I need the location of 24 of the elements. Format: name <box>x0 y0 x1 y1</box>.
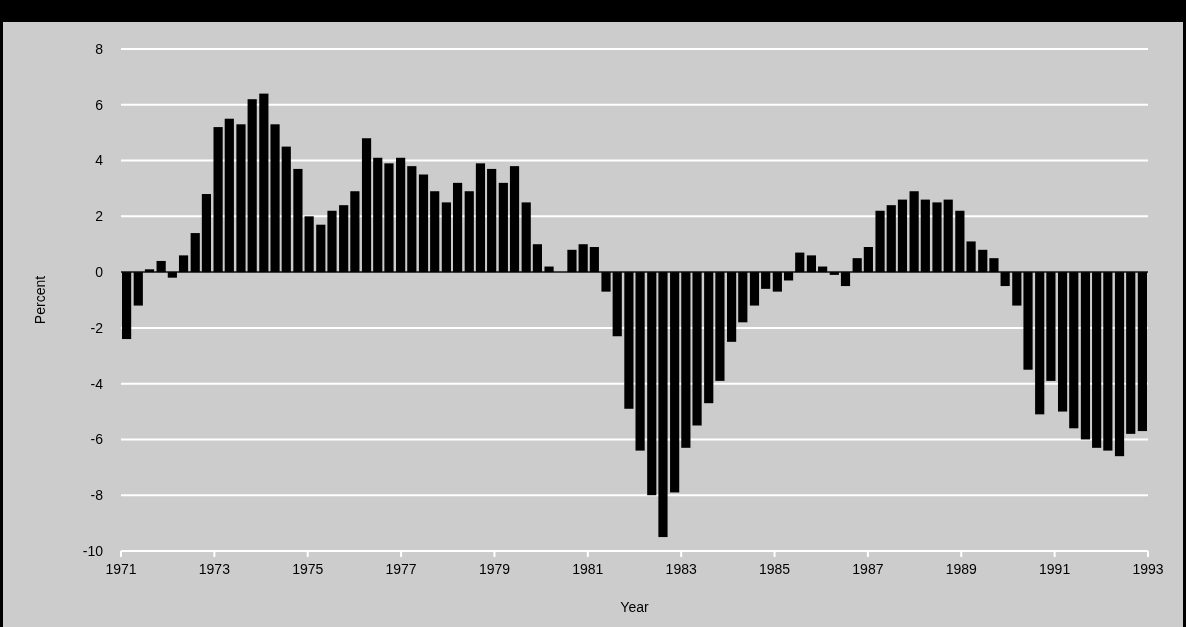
y-tick-label: 2 <box>95 208 104 225</box>
x-tick-label: 1983 <box>665 561 697 577</box>
y-tick-label: -6 <box>90 431 104 448</box>
y-tick-label: 8 <box>95 40 104 57</box>
x-axis-title: Year <box>620 599 649 615</box>
y-tick-label: -8 <box>90 487 104 504</box>
y-tick-label: 6 <box>95 96 104 113</box>
x-tick-label: 1993 <box>1132 561 1164 577</box>
x-tick-label: 1989 <box>945 561 978 577</box>
x-tick-label: 1991 <box>1039 561 1071 577</box>
y-tick-label: -2 <box>90 319 104 336</box>
y-tick-label: 0 <box>95 264 104 281</box>
y-tick-label: -10 <box>82 542 104 559</box>
x-tick-label: 1981 <box>572 561 604 577</box>
x-tick-label: 1973 <box>198 561 231 577</box>
x-tick-label: 1977 <box>385 561 417 577</box>
y-axis-title: Percent <box>32 275 48 325</box>
y-tick-label: -4 <box>90 375 104 392</box>
x-tick-label: 1979 <box>478 561 511 577</box>
x-tick-label: 1985 <box>758 561 791 577</box>
x-tick-label: 1987 <box>852 561 884 577</box>
x-tick-label: 1975 <box>292 561 324 577</box>
x-tick-label: 1971 <box>105 561 137 577</box>
y-tick-label: 4 <box>95 152 104 169</box>
